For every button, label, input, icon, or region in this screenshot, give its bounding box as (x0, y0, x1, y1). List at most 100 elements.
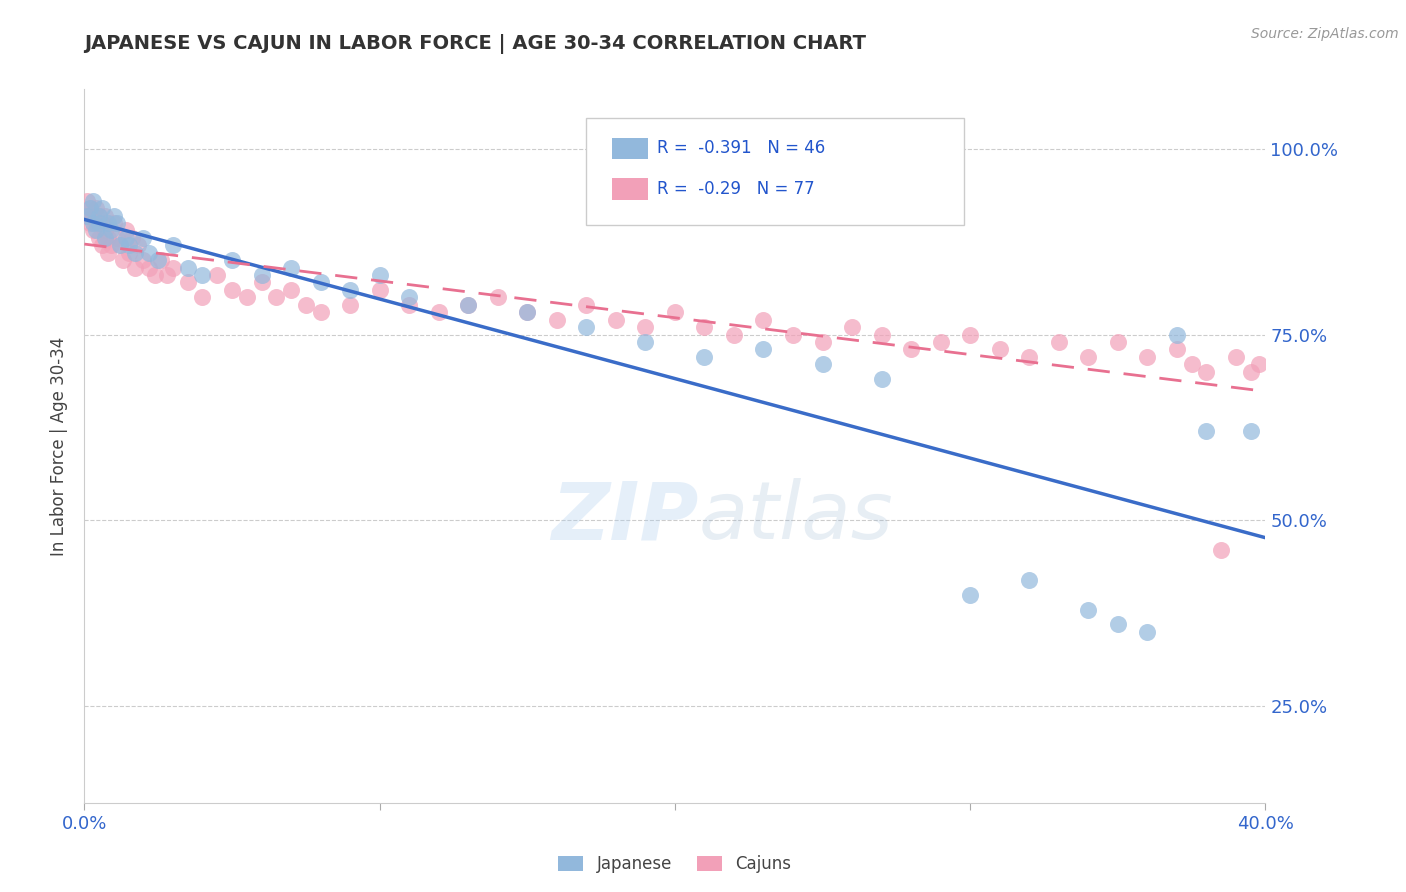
Point (250, 276, 273, 290)
Point (124, 260, 146, 275)
Point (82, 223, 104, 237)
Point (105, 216, 128, 230)
Point (97, 245, 120, 260)
Point (89, 231, 111, 245)
Point (127, 238, 149, 252)
Point (79, 216, 101, 230)
Point (811, 334, 834, 349)
Point (91, 238, 114, 252)
Point (105, 231, 128, 245)
Point (114, 231, 136, 245)
Point (82, 216, 104, 230)
Point (516, 305, 538, 319)
Point (1136, 624, 1159, 639)
Point (841, 320, 863, 334)
Point (138, 260, 160, 275)
Point (143, 268, 166, 282)
Point (1240, 424, 1263, 438)
Point (76, 194, 98, 208)
Point (97, 231, 120, 245)
Point (94, 231, 117, 245)
Point (1107, 617, 1129, 632)
Point (1077, 350, 1099, 364)
Point (1181, 357, 1204, 371)
Point (634, 334, 657, 349)
Point (221, 283, 243, 297)
FancyBboxPatch shape (612, 178, 648, 200)
Point (84, 223, 107, 237)
Point (79, 201, 101, 215)
Point (162, 260, 184, 275)
Point (100, 223, 122, 237)
Legend: Japanese, Cajuns: Japanese, Cajuns (551, 849, 799, 880)
Point (516, 305, 538, 319)
Point (100, 238, 122, 252)
Point (782, 327, 804, 342)
Point (1077, 602, 1099, 616)
Point (84, 201, 107, 215)
Text: atlas: atlas (699, 478, 893, 557)
Point (89, 216, 111, 230)
Point (368, 283, 391, 297)
Point (339, 298, 361, 312)
Point (94, 223, 117, 237)
Point (1166, 327, 1188, 342)
Point (605, 312, 627, 326)
Point (1047, 334, 1070, 349)
Point (76, 209, 98, 223)
Point (457, 298, 479, 312)
Point (250, 268, 273, 282)
Point (900, 343, 922, 357)
Point (89, 209, 111, 223)
Point (82, 194, 104, 208)
Point (118, 238, 141, 252)
Point (76, 209, 98, 223)
Point (295, 298, 318, 312)
Point (177, 260, 200, 275)
Point (1249, 357, 1271, 371)
Point (108, 238, 131, 252)
Point (132, 253, 155, 268)
Y-axis label: In Labor Force | Age 30-34: In Labor Force | Age 30-34 (51, 336, 69, 556)
Point (79, 201, 101, 215)
Point (1136, 350, 1159, 364)
Point (132, 231, 155, 245)
Point (693, 320, 716, 334)
Point (575, 320, 598, 334)
Point (752, 343, 775, 357)
Point (124, 245, 146, 260)
Point (870, 372, 893, 386)
Point (870, 327, 893, 342)
Point (693, 350, 716, 364)
FancyBboxPatch shape (586, 118, 965, 225)
Point (634, 320, 657, 334)
Point (339, 283, 361, 297)
Point (664, 305, 686, 319)
Point (1195, 365, 1218, 379)
Point (929, 334, 952, 349)
Point (91, 216, 114, 230)
Point (988, 343, 1011, 357)
Point (1209, 543, 1232, 558)
Point (103, 209, 125, 223)
Point (811, 357, 834, 371)
Point (309, 276, 332, 290)
Point (427, 305, 450, 319)
Point (398, 290, 420, 304)
Point (103, 216, 125, 230)
Point (959, 588, 981, 602)
FancyBboxPatch shape (612, 137, 648, 159)
Text: JAPANESE VS CAJUN IN LABOR FORCE | AGE 30-34 CORRELATION CHART: JAPANESE VS CAJUN IN LABOR FORCE | AGE 3… (84, 34, 866, 54)
Text: Source: ZipAtlas.com: Source: ZipAtlas.com (1251, 27, 1399, 41)
Point (575, 298, 598, 312)
Point (221, 253, 243, 268)
Point (191, 268, 214, 282)
Point (108, 238, 131, 252)
Text: ZIP: ZIP (551, 478, 699, 557)
Point (177, 276, 200, 290)
Point (723, 327, 745, 342)
Point (114, 223, 136, 237)
Point (111, 253, 134, 268)
Point (138, 245, 160, 260)
Point (398, 298, 420, 312)
